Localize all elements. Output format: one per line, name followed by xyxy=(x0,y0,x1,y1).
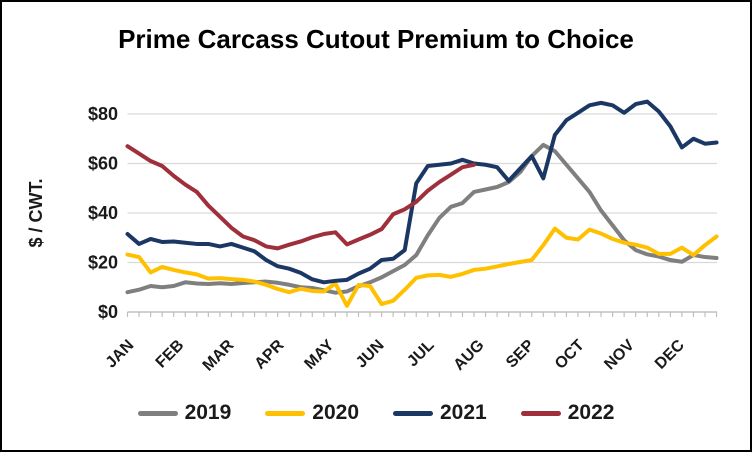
x-month-label: MAY xyxy=(301,337,337,373)
x-month-label: JAN xyxy=(103,337,138,372)
legend-label-2022: 2022 xyxy=(567,401,615,424)
x-month-label: NOV xyxy=(601,337,638,374)
x-month-label: JUN xyxy=(353,337,388,372)
chart-title: Prime Carcass Cutout Premium to Choice xyxy=(118,24,634,54)
x-month-label: APR xyxy=(252,336,288,372)
series-line-2019 xyxy=(125,142,719,295)
x-month-label: MAR xyxy=(200,336,238,374)
plot-area: $0 $20 $40 $60 $80 JAN FEB MAR APR MAY JUN JUL AUG SE… xyxy=(26,99,719,375)
series-line-2020 xyxy=(125,226,719,308)
series-line-2021 xyxy=(125,99,719,285)
legend-item-2019: 2019 xyxy=(137,401,232,425)
y-tick-label: $40 xyxy=(88,203,118,223)
x-month-label: SEP xyxy=(503,337,538,372)
x-month-label: JUL xyxy=(404,337,438,371)
tick-marks-layer xyxy=(126,312,718,317)
legend-swatch-2021 xyxy=(393,410,433,416)
legend-label-2019: 2019 xyxy=(184,401,232,424)
series-line-2022 xyxy=(125,144,476,251)
x-month-label: FEB xyxy=(153,337,188,372)
x-month-label: DEC xyxy=(652,336,688,372)
legend-item-2021: 2021 xyxy=(393,401,487,425)
legend: 2019 2020 2021 2022 xyxy=(2,401,750,425)
y-tick-label: $20 xyxy=(88,253,118,273)
legend-item-2020: 2020 xyxy=(265,401,359,425)
series-layer xyxy=(125,99,719,308)
legend-swatch-2019 xyxy=(137,410,178,416)
legend-label-2020: 2020 xyxy=(312,401,359,424)
gridlines-layer xyxy=(127,113,717,313)
x-month-label: OCT xyxy=(552,337,588,373)
y-axis-title: $ / CWT. xyxy=(26,178,46,247)
legend-label-2021: 2021 xyxy=(440,401,487,424)
x-month-label: AUG xyxy=(451,337,488,374)
y-tick-label: $80 xyxy=(88,104,118,124)
legend-swatch-2020 xyxy=(265,410,306,416)
y-tick-label: $0 xyxy=(98,302,118,322)
axis-labels-layer: $0 $20 $40 $60 $80 JAN FEB MAR APR MAY JUN JUL AUG SE… xyxy=(88,104,688,375)
legend-swatch-2022 xyxy=(520,410,561,416)
legend-item-2022: 2022 xyxy=(520,401,615,425)
y-tick-label: $60 xyxy=(88,154,118,174)
